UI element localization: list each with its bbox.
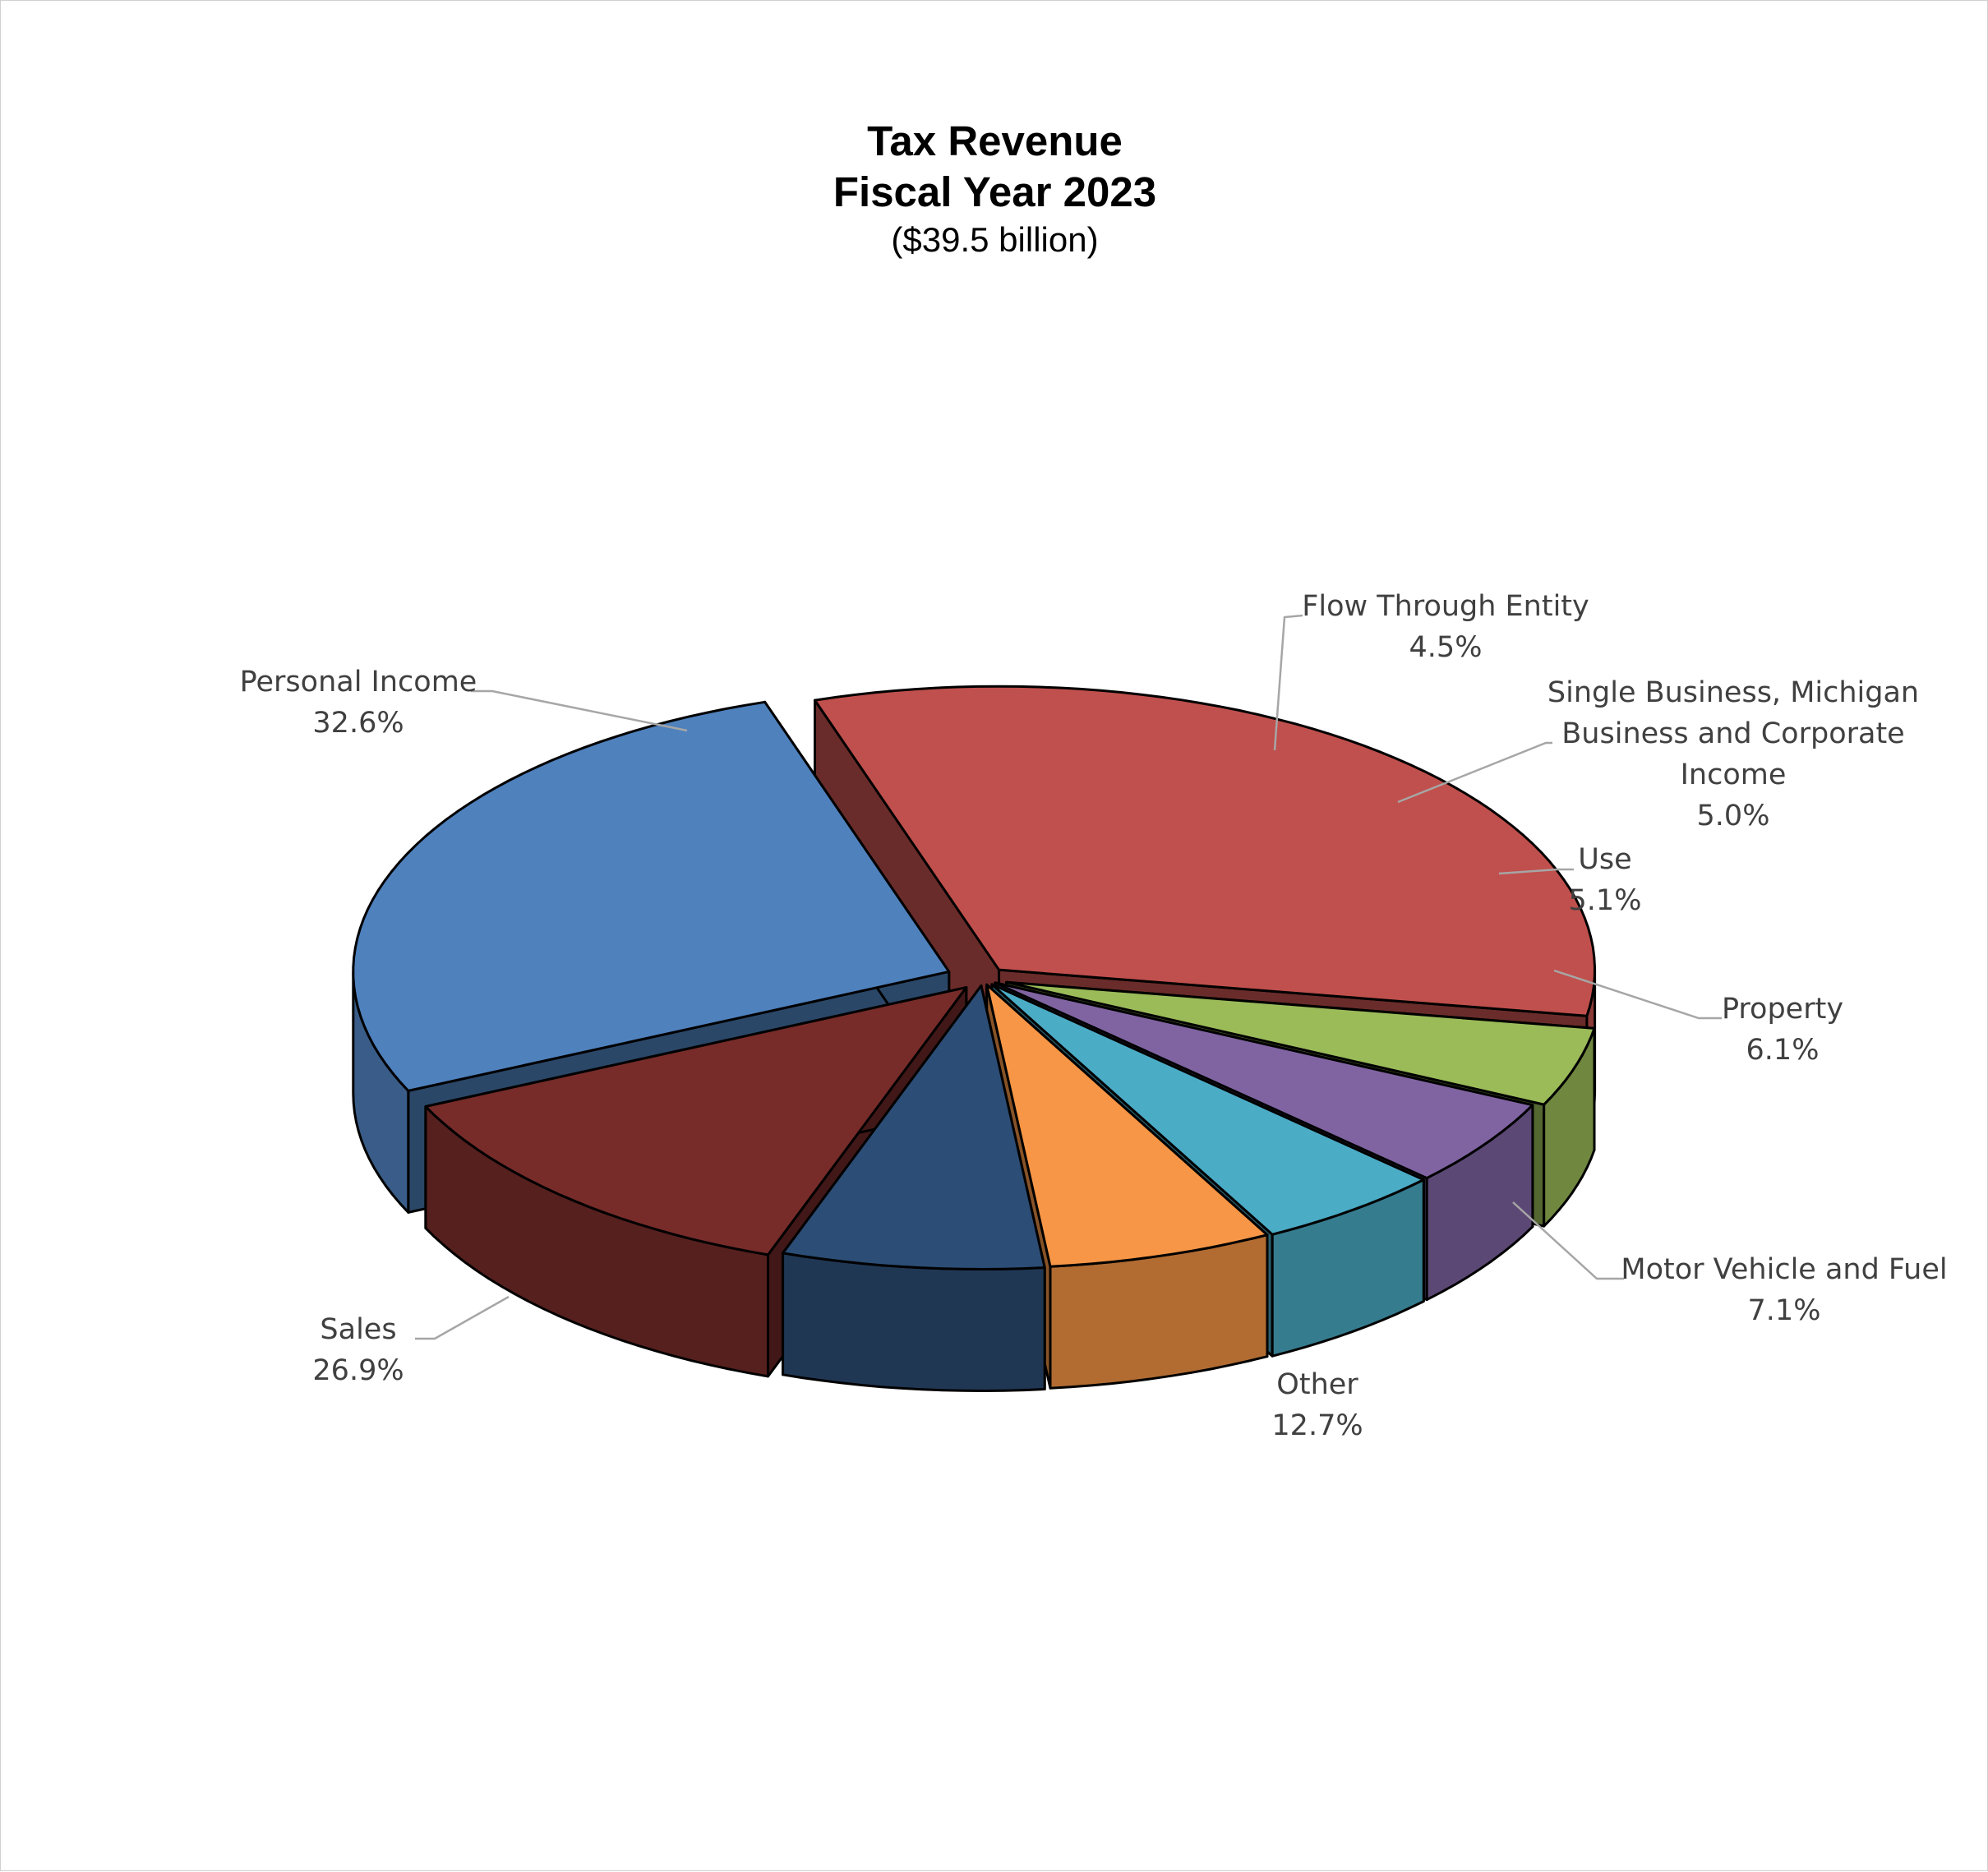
slice-value-other: 12.7% xyxy=(1271,1409,1363,1442)
slice-label-single-business-michigan-business-and-corporate-income-line2: Business and Corporate xyxy=(1561,717,1904,750)
slice-label-other: Other xyxy=(1276,1368,1358,1401)
slice-motor-vehicle-and-fuel xyxy=(782,984,1046,1270)
leader-line-personal-income xyxy=(471,689,688,732)
slice-sales xyxy=(352,700,951,1092)
slice-property xyxy=(985,983,1269,1268)
leader-line-property xyxy=(1553,969,1722,1020)
leader-line-single-business-michigan-business-and-corporate-income xyxy=(1397,741,1552,804)
slice-label-personal-income: Personal Income xyxy=(240,666,477,699)
slice-label-flow-through-entity: Flow Through Entity xyxy=(1302,590,1589,623)
slice-label-motor-vehicle-and-fuel: Motor Vehicle and Fuel xyxy=(1621,1253,1947,1286)
slice-label-sales: Sales xyxy=(320,1313,396,1346)
pie-top-faces xyxy=(352,685,1596,1270)
chart-title-block: Tax Revenue Fiscal Year 2023 ($39.5 bill… xyxy=(1,116,1988,262)
slice-value-personal-income: 32.6% xyxy=(312,707,404,740)
slice-side-motor-vehicle-and-fuel xyxy=(782,1252,1046,1392)
slice-single-business-michigan-business-and-corporate-income xyxy=(994,981,1534,1180)
slice-value-single-business-michigan-business-and-corporate-income: 5.0% xyxy=(1697,800,1770,832)
leader-line-sales xyxy=(415,1295,510,1340)
leader-line-motor-vehicle-and-fuel xyxy=(1512,1201,1624,1280)
slice-value-motor-vehicle-and-fuel: 7.1% xyxy=(1748,1294,1821,1327)
slice-labels: Personal Income 32.6% Flow Through Entity 4… xyxy=(240,590,1948,1442)
chart-total-note: ($39.5 billion) xyxy=(891,220,1099,259)
slice-value-flow-through-entity: 4.5% xyxy=(1409,631,1483,664)
slice-value-use: 5.1% xyxy=(1569,884,1642,917)
slice-personal-income xyxy=(814,685,1596,1017)
slice-flow-through-entity xyxy=(1005,980,1596,1106)
leader-line-flow-through-entity xyxy=(1273,614,1303,751)
chart-subtitle: Fiscal Year 2023 xyxy=(833,168,1157,215)
slice-label-use: Use xyxy=(1578,843,1631,876)
slice-label-property: Property xyxy=(1722,993,1843,1026)
chart-title: Tax Revenue xyxy=(867,118,1123,164)
slice-label-single-business-michigan-business-and-corporate-income: Single Business, Michigan xyxy=(1548,676,1919,709)
slice-use xyxy=(990,983,1425,1236)
slice-value-property: 6.1% xyxy=(1746,1034,1820,1067)
leader-lines xyxy=(415,614,1722,1340)
slice-label-single-business-michigan-business-and-corporate-income-line3: Income xyxy=(1681,758,1787,791)
leader-line-use xyxy=(1498,868,1574,875)
slice-other xyxy=(424,986,968,1256)
slice-value-sales: 26.9% xyxy=(312,1354,404,1387)
